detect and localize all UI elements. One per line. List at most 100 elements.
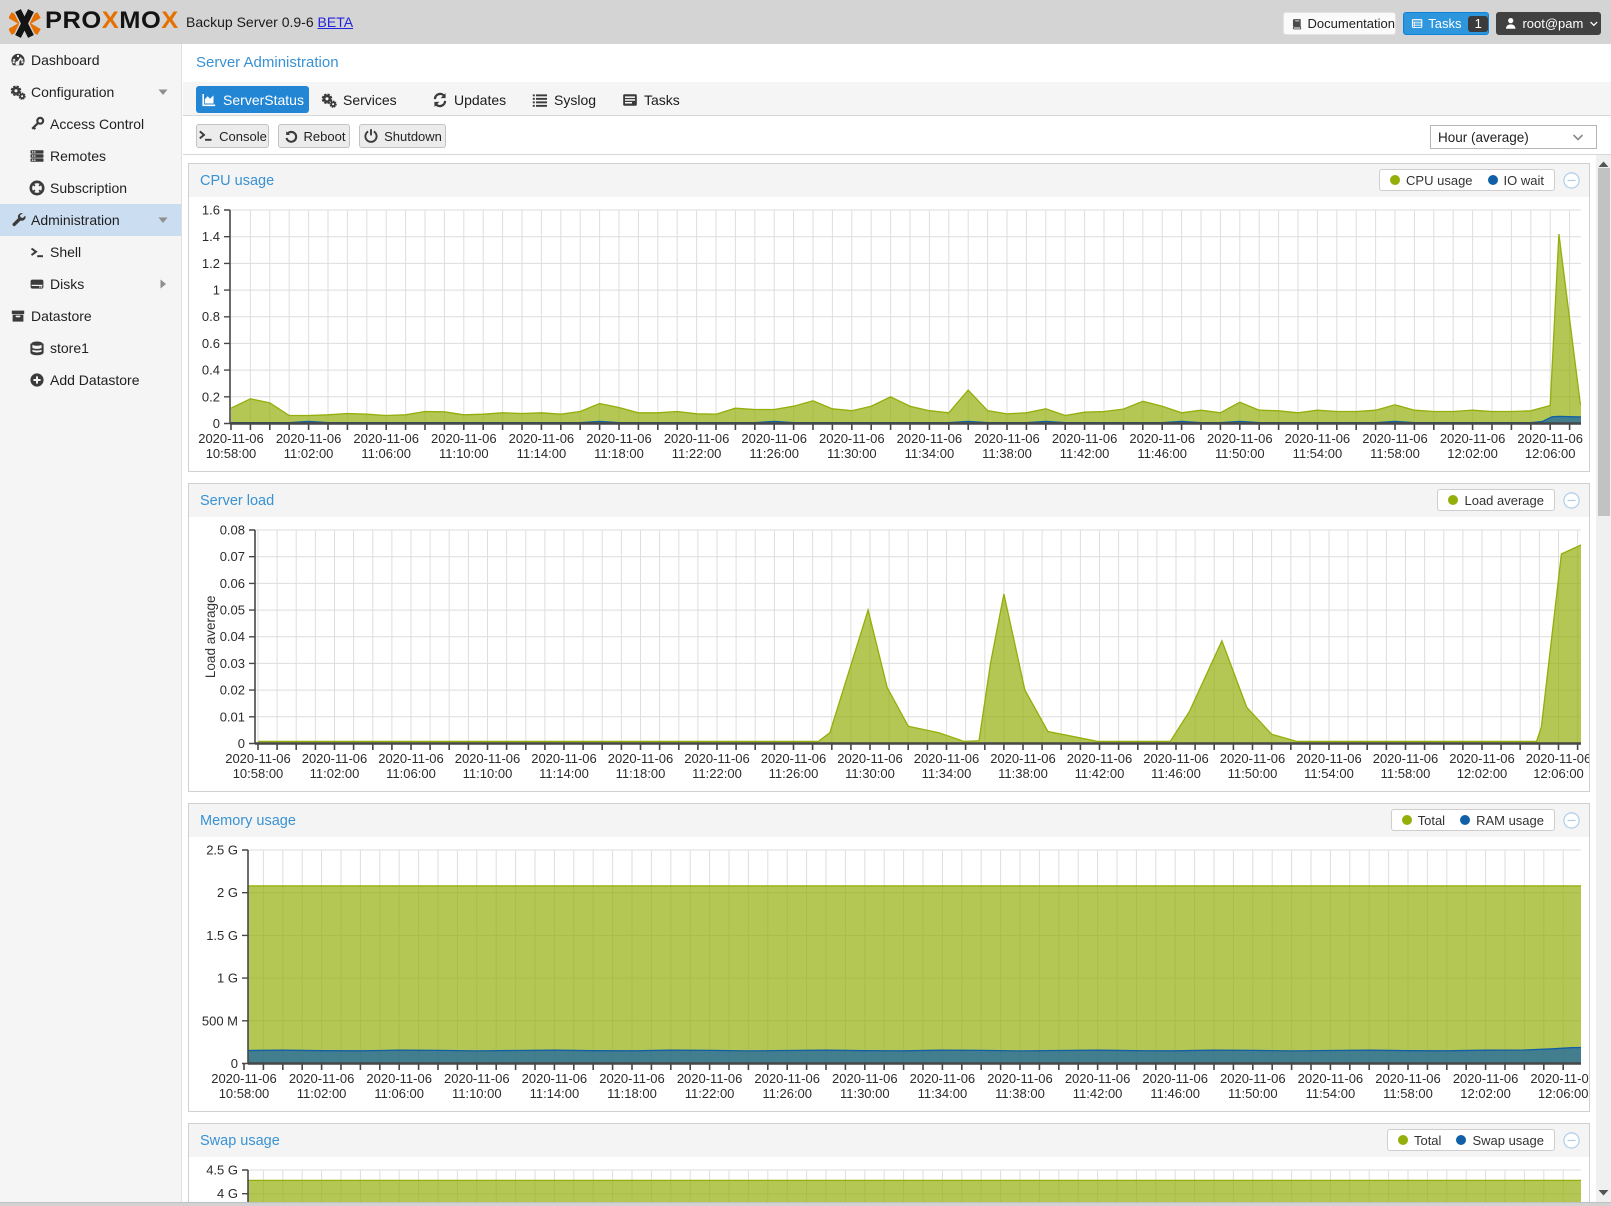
svg-text:2020-11-06: 2020-11-06 [353,431,419,446]
svg-text:11:42:00: 11:42:00 [1060,446,1110,461]
svg-text:2020-11-06: 2020-11-06 [1285,431,1351,446]
svg-text:11:58:00: 11:58:00 [1381,766,1431,781]
svg-text:2020-11-06: 2020-11-06 [1298,1071,1364,1086]
svg-text:Load average: Load average [203,596,218,679]
svg-text:1.5 G: 1.5 G [206,928,238,943]
svg-text:2 G: 2 G [217,885,238,900]
svg-text:12:06:00: 12:06:00 [1533,766,1584,781]
svg-text:11:42:00: 11:42:00 [1073,1086,1123,1101]
svg-text:2020-11-06: 2020-11-06 [431,431,497,446]
svg-text:10:58:00: 10:58:00 [233,766,284,781]
svg-text:1.4: 1.4 [202,229,220,244]
svg-text:2020-11-06: 2020-11-06 [684,751,750,766]
svg-text:2020-11-06: 2020-11-06 [1067,751,1133,766]
svg-text:2020-11-06: 2020-11-06 [910,1071,976,1086]
svg-text:11:46:00: 11:46:00 [1150,1086,1200,1101]
svg-text:11:22:00: 11:22:00 [685,1086,735,1101]
svg-text:2020-11-06: 2020-11-06 [1129,431,1195,446]
svg-text:0.6: 0.6 [202,336,220,351]
svg-text:2020-11-06: 2020-11-06 [531,751,597,766]
svg-text:2020-11-06: 2020-11-06 [761,751,827,766]
svg-text:1 G: 1 G [217,971,238,986]
svg-text:2020-11-06: 2020-11-06 [1220,1071,1286,1086]
svg-text:2020-11-06: 2020-11-06 [664,431,730,446]
svg-text:2020-11-06: 2020-11-06 [677,1071,743,1086]
svg-text:11:06:00: 11:06:00 [374,1086,424,1101]
svg-text:11:50:00: 11:50:00 [1228,1086,1278,1101]
svg-text:11:18:00: 11:18:00 [607,1086,657,1101]
svg-text:11:22:00: 11:22:00 [672,446,722,461]
svg-text:10:58:00: 10:58:00 [219,1086,270,1101]
svg-text:0.2: 0.2 [202,389,220,404]
svg-text:2020-11-06: 2020-11-06 [741,431,807,446]
svg-text:11:34:00: 11:34:00 [922,766,972,781]
svg-text:11:14:00: 11:14:00 [539,766,589,781]
svg-text:2020-11-06: 2020-11-06 [1220,751,1286,766]
svg-text:2020-11-06: 2020-11-06 [378,751,444,766]
svg-text:11:14:00: 11:14:00 [530,1086,580,1101]
svg-text:11:42:00: 11:42:00 [1075,766,1125,781]
svg-text:2020-11-06: 2020-11-06 [366,1071,432,1086]
svg-text:2020-11-06: 2020-11-06 [1449,751,1515,766]
svg-text:2020-11-06: 2020-11-06 [987,1071,1053,1086]
svg-text:11:54:00: 11:54:00 [1304,766,1354,781]
svg-text:2020-11-06: 2020-11-06 [974,431,1040,446]
svg-text:2.5 G: 2.5 G [206,843,238,858]
svg-text:11:58:00: 11:58:00 [1383,1086,1433,1101]
svg-text:12:06:00: 12:06:00 [1538,1086,1589,1101]
svg-text:1.2: 1.2 [202,256,220,271]
svg-text:0.4: 0.4 [202,363,220,378]
svg-text:2020-11-06: 2020-11-06 [1375,1071,1441,1086]
svg-text:11:26:00: 11:26:00 [749,446,799,461]
svg-text:12:02:00: 12:02:00 [1457,766,1508,781]
svg-text:11:54:00: 11:54:00 [1293,446,1343,461]
svg-text:2020-11-06: 2020-11-06 [211,1071,277,1086]
svg-text:1.6: 1.6 [202,203,220,218]
svg-text:11:18:00: 11:18:00 [616,766,666,781]
svg-text:2020-11-06: 2020-11-06 [276,431,342,446]
svg-text:0.03: 0.03 [220,656,245,671]
svg-text:2020-11-06: 2020-11-06 [1142,1071,1208,1086]
svg-text:2020-11-06: 2020-11-06 [302,751,368,766]
svg-text:2020-11-06: 2020-11-06 [990,751,1056,766]
svg-text:12:06:00: 12:06:00 [1525,446,1576,461]
svg-text:11:10:00: 11:10:00 [452,1086,502,1101]
svg-text:2020-11-06: 2020-11-06 [1207,431,1273,446]
svg-text:0.07: 0.07 [220,549,245,564]
svg-text:11:02:00: 11:02:00 [284,446,334,461]
svg-text:11:38:00: 11:38:00 [995,1086,1045,1101]
svg-text:2020-11-06: 2020-11-06 [897,431,963,446]
svg-text:2020-11-06: 2020-11-06 [1052,431,1118,446]
svg-text:2020-11-06: 2020-11-06 [586,431,652,446]
svg-text:11:50:00: 11:50:00 [1228,766,1278,781]
svg-text:0.08: 0.08 [220,523,245,538]
svg-text:11:54:00: 11:54:00 [1306,1086,1356,1101]
svg-text:11:10:00: 11:10:00 [439,446,489,461]
svg-text:4 G: 4 G [217,1186,238,1201]
svg-text:2020-11-06: 2020-11-06 [1453,1071,1519,1086]
svg-text:2020-11-06: 2020-11-06 [1296,751,1362,766]
svg-text:11:34:00: 11:34:00 [905,446,955,461]
svg-text:11:46:00: 11:46:00 [1137,446,1187,461]
svg-text:2020-11-06: 2020-11-06 [1440,431,1506,446]
svg-text:11:38:00: 11:38:00 [998,766,1048,781]
svg-text:10:58:00: 10:58:00 [206,446,257,461]
svg-text:11:10:00: 11:10:00 [463,766,513,781]
svg-text:0.06: 0.06 [220,576,245,591]
svg-text:11:22:00: 11:22:00 [692,766,742,781]
svg-text:1: 1 [213,283,220,298]
svg-text:2020-11-06: 2020-11-06 [1373,751,1439,766]
svg-text:2020-11-06: 2020-11-06 [289,1071,355,1086]
svg-text:0: 0 [231,1056,238,1071]
svg-text:0.02: 0.02 [220,683,245,698]
svg-text:11:30:00: 11:30:00 [840,1086,890,1101]
svg-text:2020-11-06: 2020-11-06 [455,751,521,766]
svg-text:12:02:00: 12:02:00 [1460,1086,1511,1101]
svg-text:0: 0 [238,736,245,751]
svg-text:2020-11-06: 2020-11-06 [837,751,903,766]
svg-text:11:30:00: 11:30:00 [845,766,895,781]
svg-text:0.01: 0.01 [220,709,245,724]
svg-text:0.05: 0.05 [220,603,245,618]
svg-text:11:02:00: 11:02:00 [310,766,360,781]
svg-text:11:06:00: 11:06:00 [361,446,411,461]
